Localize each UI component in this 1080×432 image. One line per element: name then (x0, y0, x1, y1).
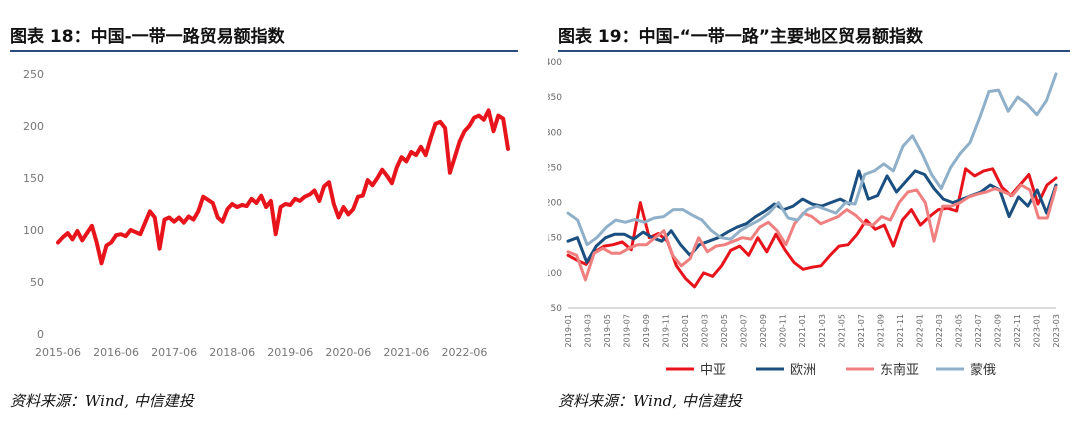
legend-label: 东南亚 (880, 362, 919, 378)
x-tick-label: 2022-07 (974, 314, 983, 347)
x-tick-label: 2020-07 (740, 314, 749, 347)
x-tick-label: 2022-09 (993, 314, 1002, 347)
x-tick-label: 2021-07 (857, 314, 866, 347)
x-tick-label: 2019-03 (584, 314, 593, 347)
y-tick-label: 50 (30, 276, 44, 289)
x-tick-label: 2020-11 (779, 314, 788, 347)
x-tick-label: 2023-03 (1052, 314, 1061, 347)
x-tick-label: 2020-06 (325, 346, 371, 359)
x-tick-label: 2022-11 (1013, 314, 1022, 347)
y-tick-label: 200 (23, 120, 44, 133)
x-tick-label: 2021-01 (798, 314, 807, 347)
series-line (566, 72, 1058, 247)
y-tick-label: 250 (548, 163, 562, 173)
x-tick-label: 2020-05 (720, 314, 729, 347)
figure-title: 图表 19：中国-“一带一路”主要地区贸易额指数 (558, 27, 923, 47)
series-line (56, 108, 510, 266)
source-note: 资料来源：Wind, 中信建投 (558, 392, 742, 410)
x-tick-label: 2016-06 (93, 346, 139, 359)
y-tick-label: 250 (23, 68, 44, 81)
x-tick-label: 2019-06 (267, 346, 313, 359)
x-tick-label: 2022-01 (915, 314, 924, 347)
x-tick-label: 2020-09 (759, 314, 768, 347)
x-tick-label: 2019-05 (603, 314, 612, 347)
right-figure: 图表 19：中国-“一带一路”主要地区贸易额指数 50 100 150 200 250 3… (548, 0, 1080, 432)
x-tick-label: 2022-05 (954, 314, 963, 347)
series-line (566, 183, 1058, 282)
x-tick-label: 2022-03 (935, 314, 944, 347)
y-tick-label: 350 (548, 93, 562, 103)
y-tick-label: 400 (548, 58, 562, 68)
y-tick-label: 150 (23, 172, 44, 185)
x-tick-label: 2020-03 (701, 314, 710, 347)
title-rule (558, 50, 1070, 52)
x-tick-label: 2018-06 (209, 346, 255, 359)
x-tick-label: 2019-01 (564, 314, 573, 347)
y-tick-label: 300 (548, 128, 562, 138)
series-line (566, 167, 1058, 289)
x-tick-label: 2021-05 (837, 314, 846, 347)
y-tick-label: 50 (551, 304, 563, 314)
x-tick-label: 2019-07 (623, 314, 632, 347)
x-tick-label: 2021-11 (896, 314, 905, 347)
legend-label: 中亚 (700, 363, 726, 378)
title-rule (10, 50, 518, 52)
y-tick-label: 100 (23, 224, 44, 237)
x-tick-label: 2021-06 (383, 346, 429, 359)
trade-index-chart: 0 50 100 150 200 250 2015-06 2016-06 2017-06 2018… (23, 68, 510, 359)
legend-label: 欧洲 (790, 363, 816, 378)
x-tick-label: 2020-01 (681, 314, 690, 347)
y-tick-label: 150 (548, 234, 562, 244)
figure-title: 图表 18：中国-一带一路贸易额指数 (10, 27, 285, 47)
x-tick-label: 2017-06 (151, 346, 197, 359)
y-tick-label: 0 (37, 328, 44, 341)
y-tick-label: 100 (548, 269, 562, 279)
x-tick-label: 2015-06 (35, 346, 81, 359)
y-tick-label: 200 (548, 199, 562, 209)
x-tick-label: 2019-09 (642, 314, 651, 347)
regional-trade-index-chart: 50 100 150 200 250 300 350 400 2019-01 2019-03 201… (548, 58, 1061, 378)
x-tick-label: 2021-03 (818, 314, 827, 347)
legend-label: 蒙俄 (970, 363, 996, 378)
x-tick-label: 2023-01 (1032, 314, 1041, 347)
x-tick-label: 2019-11 (662, 314, 671, 347)
x-tick-label: 2021-09 (876, 314, 885, 347)
left-figure: 图表 18：中国-一带一路贸易额指数 0 50 100 150 200 250 2015-0… (0, 0, 520, 432)
x-tick-label: 2022-06 (441, 346, 487, 359)
source-note: 资料来源：Wind, 中信建投 (10, 392, 194, 410)
